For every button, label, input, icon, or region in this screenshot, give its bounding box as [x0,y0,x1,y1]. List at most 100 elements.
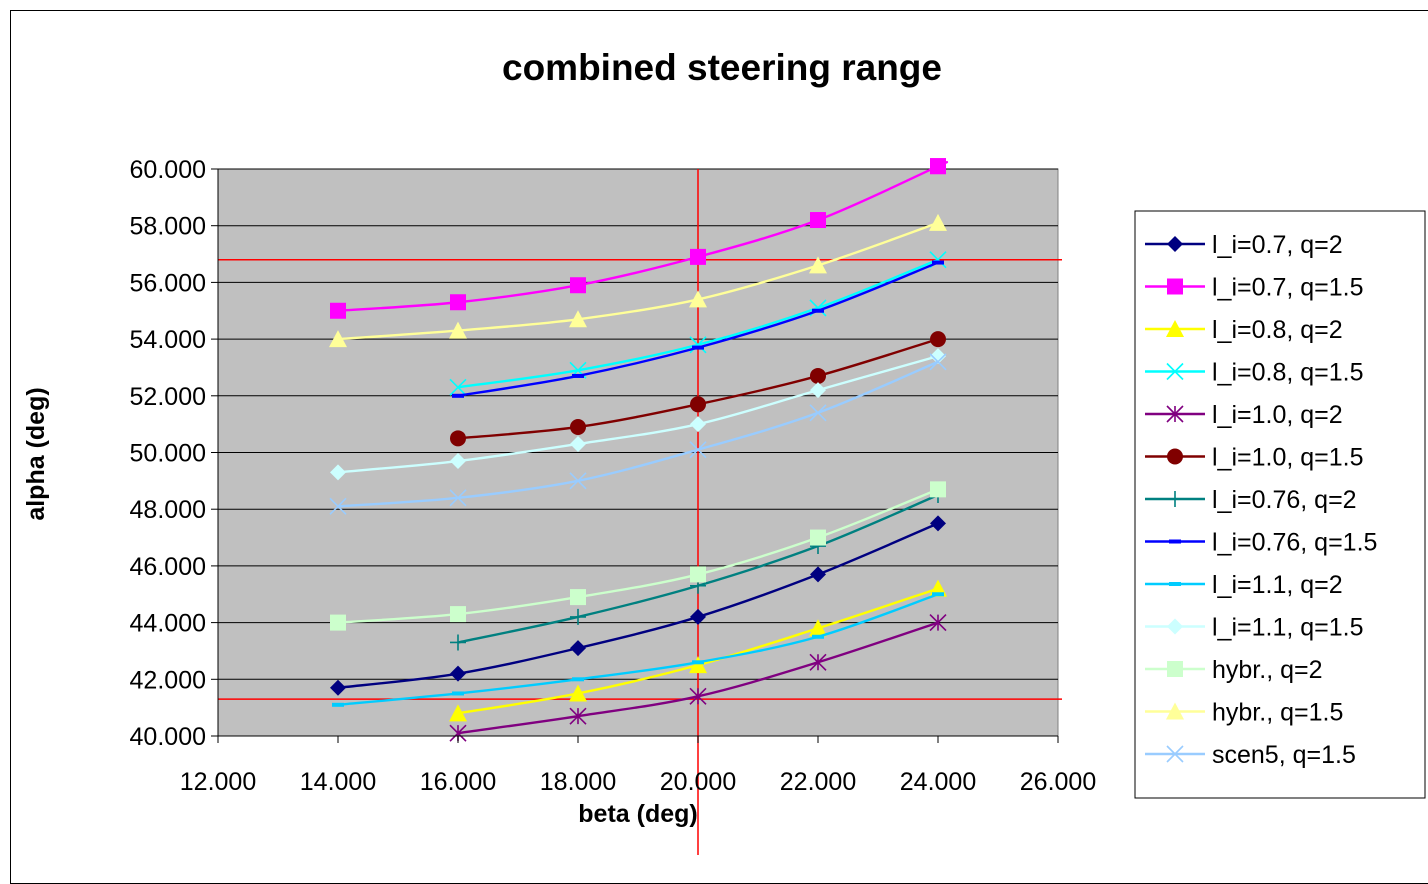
legend-entry: l_i=0.8, q=1.5 [1145,359,1364,387]
y-axis-title: alpha (deg) [22,387,50,520]
legend-entry: scen5, q=1.5 [1145,741,1356,769]
data-point [809,404,827,422]
series-5 [450,331,946,447]
data-point [692,660,704,665]
data-point [929,353,947,371]
data-point [452,393,464,398]
series-1 [330,158,948,319]
legend-label: l_i=0.8, q=1.5 [1212,359,1364,387]
y-tick-label: 48.000 [130,496,206,524]
data-point [930,481,946,498]
data-point [330,679,346,696]
data-point [450,294,466,311]
data-point [690,416,706,433]
data-point [569,472,587,490]
data-point [330,464,346,481]
series-7 [452,260,944,398]
legend-entry: l_i=0.7, q=2 [1145,231,1343,259]
data-point [810,367,826,384]
legend-label: l_i=0.76, q=2 [1212,486,1357,514]
x-tick-label: 24.000 [900,768,976,796]
y-tick-label: 56.000 [130,269,206,297]
legend-entry: l_i=1.0, q=2 [1145,401,1343,429]
data-point [449,378,467,396]
y-tick-label: 44.000 [130,610,206,638]
legend-label: hybr., q=1.5 [1212,699,1343,727]
data-point [809,256,827,274]
legend-entry: l_i=0.76, q=2 [1145,486,1357,514]
data-point [570,589,586,606]
legend-swatch-marker [1169,539,1181,544]
data-point [450,665,466,682]
legend-swatch-marker [1167,448,1183,465]
data-point [809,653,827,671]
data-point [689,656,707,674]
data-point [450,453,466,470]
series-10 [330,481,946,631]
legend-label: l_i=1.0, q=2 [1212,401,1343,429]
x-tick-label: 22.000 [780,768,856,796]
data-point [450,430,466,447]
series-layer [329,158,948,742]
data-point [572,373,584,378]
legend-swatch-marker [1166,362,1184,381]
y-tick-label: 46.000 [130,553,206,581]
grid-layer [218,168,1058,680]
legend-entry: l_i=1.0, q=1.5 [1145,444,1364,472]
x-axis-title: beta (deg) [578,800,697,828]
legend-label: l_i=1.1, q=2 [1212,571,1343,599]
legend-entry: l_i=1.1, q=2 [1145,571,1343,599]
legend-swatch-marker [1167,661,1183,677]
x-tick-label: 14.000 [300,768,376,796]
series-8 [332,592,944,707]
data-point [329,330,347,348]
data-point [449,489,467,507]
legend-entry: l_i=0.8, q=2 [1145,316,1343,344]
data-point [929,213,947,231]
data-point [689,290,707,308]
chart-title: combined steering range [502,47,942,88]
legend-entry: l_i=0.7, q=1.5 [1145,274,1364,302]
data-point [572,677,584,682]
legend-swatch-marker [1169,582,1181,586]
data-point [570,640,586,657]
legend-label: l_i=0.7, q=2 [1212,231,1343,259]
data-point [329,497,347,515]
legend-swatch-marker [1166,702,1184,720]
data-point [930,331,946,348]
series-9 [330,348,946,481]
legend-label: scen5, q=1.5 [1212,741,1356,769]
x-tick-label: 26.000 [1020,768,1096,796]
legend-swatch-marker [1167,236,1183,252]
legend-label: l_i=1.0, q=1.5 [1212,444,1364,472]
data-point [450,634,466,651]
x-tick-label: 20.000 [660,768,736,796]
data-point [569,310,587,328]
data-point [569,707,587,725]
legend-swatch-marker [1167,491,1183,507]
data-point [810,382,826,399]
legend-label: l_i=0.7, q=1.5 [1212,274,1364,302]
series-line [337,360,939,508]
legend-swatch-marker [1167,278,1183,295]
y-tick-label: 42.000 [130,666,206,694]
x-tick-label: 18.000 [540,768,616,796]
legend-swatch-marker [1166,405,1184,423]
legend-label: hybr., q=2 [1212,656,1323,684]
legend-entry: hybr., q=1.5 [1145,699,1343,727]
x-tick-label: 16.000 [420,768,496,796]
legend-swatch-marker [1167,618,1183,635]
series-0 [330,515,946,696]
data-point [690,396,706,413]
legend-entry: l_i=1.1, q=1.5 [1145,614,1364,642]
series-line [337,221,939,341]
legend-swatch-marker [1166,745,1184,763]
data-point [570,277,586,294]
series-line [337,593,939,707]
data-point [812,634,824,639]
data-point [932,592,944,597]
data-point [809,619,827,637]
data-point [332,702,344,707]
data-point [449,321,467,339]
